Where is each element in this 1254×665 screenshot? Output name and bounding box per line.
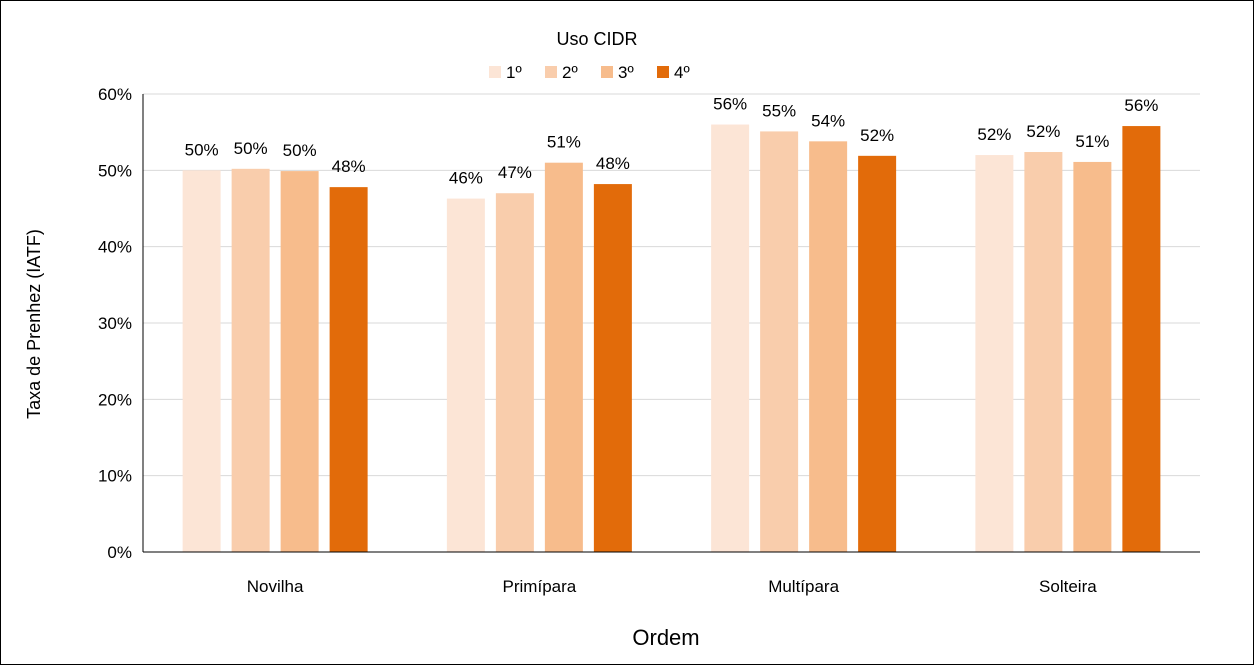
bar <box>329 187 368 553</box>
bar <box>544 162 583 552</box>
bar <box>1073 161 1112 553</box>
legend-swatch <box>489 66 501 78</box>
data-label: 52% <box>1026 122 1060 141</box>
y-axis-label: Taxa de Prenhez (IATF) <box>24 229 44 419</box>
y-tick-label: 30% <box>98 314 132 333</box>
x-tick-label: Solteira <box>1039 577 1097 596</box>
bar <box>809 141 848 552</box>
y-tick-label: 20% <box>98 390 132 409</box>
legend-swatch <box>601 66 613 78</box>
data-label: 50% <box>185 140 219 159</box>
bar <box>1122 126 1161 552</box>
bar <box>231 168 270 552</box>
y-tick-label: 60% <box>98 85 132 104</box>
legend-label: 4º <box>674 63 690 82</box>
gridlines <box>143 93 1200 477</box>
bar <box>182 170 221 553</box>
data-labels: 50% 50% 50% 48% 46% 47% 51% 48% 56% 55% 54% 52% 52% 5… <box>185 95 1159 188</box>
data-label: 48% <box>596 154 630 173</box>
y-tick-label: 10% <box>98 467 132 486</box>
bar <box>975 155 1014 553</box>
legend-swatch <box>657 66 669 78</box>
bar <box>711 124 750 553</box>
data-label: 55% <box>762 101 796 120</box>
y-axis-ticks: 0% 10% 20% 30% 40% 50% 60% <box>98 85 132 562</box>
x-tick-label: Multípara <box>768 577 839 596</box>
x-axis-line <box>142 94 1200 553</box>
y-tick-label: 50% <box>98 161 132 180</box>
data-label: 52% <box>977 125 1011 144</box>
data-label: 56% <box>1124 96 1158 115</box>
data-label: 56% <box>713 95 747 114</box>
data-label: 51% <box>1075 132 1109 151</box>
legend-label: 3º <box>618 63 634 82</box>
data-label: 50% <box>234 139 268 158</box>
bar <box>280 171 319 552</box>
bar <box>446 198 485 552</box>
data-label: 52% <box>860 126 894 145</box>
legend-swatch <box>545 66 557 78</box>
legend-title: Uso CIDR <box>556 29 637 49</box>
bar <box>1024 152 1063 552</box>
legend-label: 1º <box>506 63 522 82</box>
x-axis-categories: Novilha Primípara Multípara Solteira <box>247 577 1097 596</box>
y-tick-label: 40% <box>98 238 132 257</box>
y-tick-label: 0% <box>107 543 132 562</box>
x-tick-label: Primípara <box>503 577 577 596</box>
data-label: 48% <box>332 157 366 176</box>
data-label: 54% <box>811 111 845 130</box>
data-label: 50% <box>283 141 317 160</box>
x-tick-label: Novilha <box>247 577 304 596</box>
legend: 1º 2º 3º 4º <box>489 63 690 82</box>
bar <box>760 131 799 553</box>
bar <box>593 184 632 552</box>
x-axis-label: Ordem <box>632 625 699 650</box>
data-label: 51% <box>547 133 581 152</box>
legend-label: 2º <box>562 63 578 82</box>
bar <box>495 193 534 552</box>
bars <box>182 124 1161 553</box>
data-label: 47% <box>498 163 532 182</box>
data-label: 46% <box>449 169 483 188</box>
bar <box>858 155 897 552</box>
